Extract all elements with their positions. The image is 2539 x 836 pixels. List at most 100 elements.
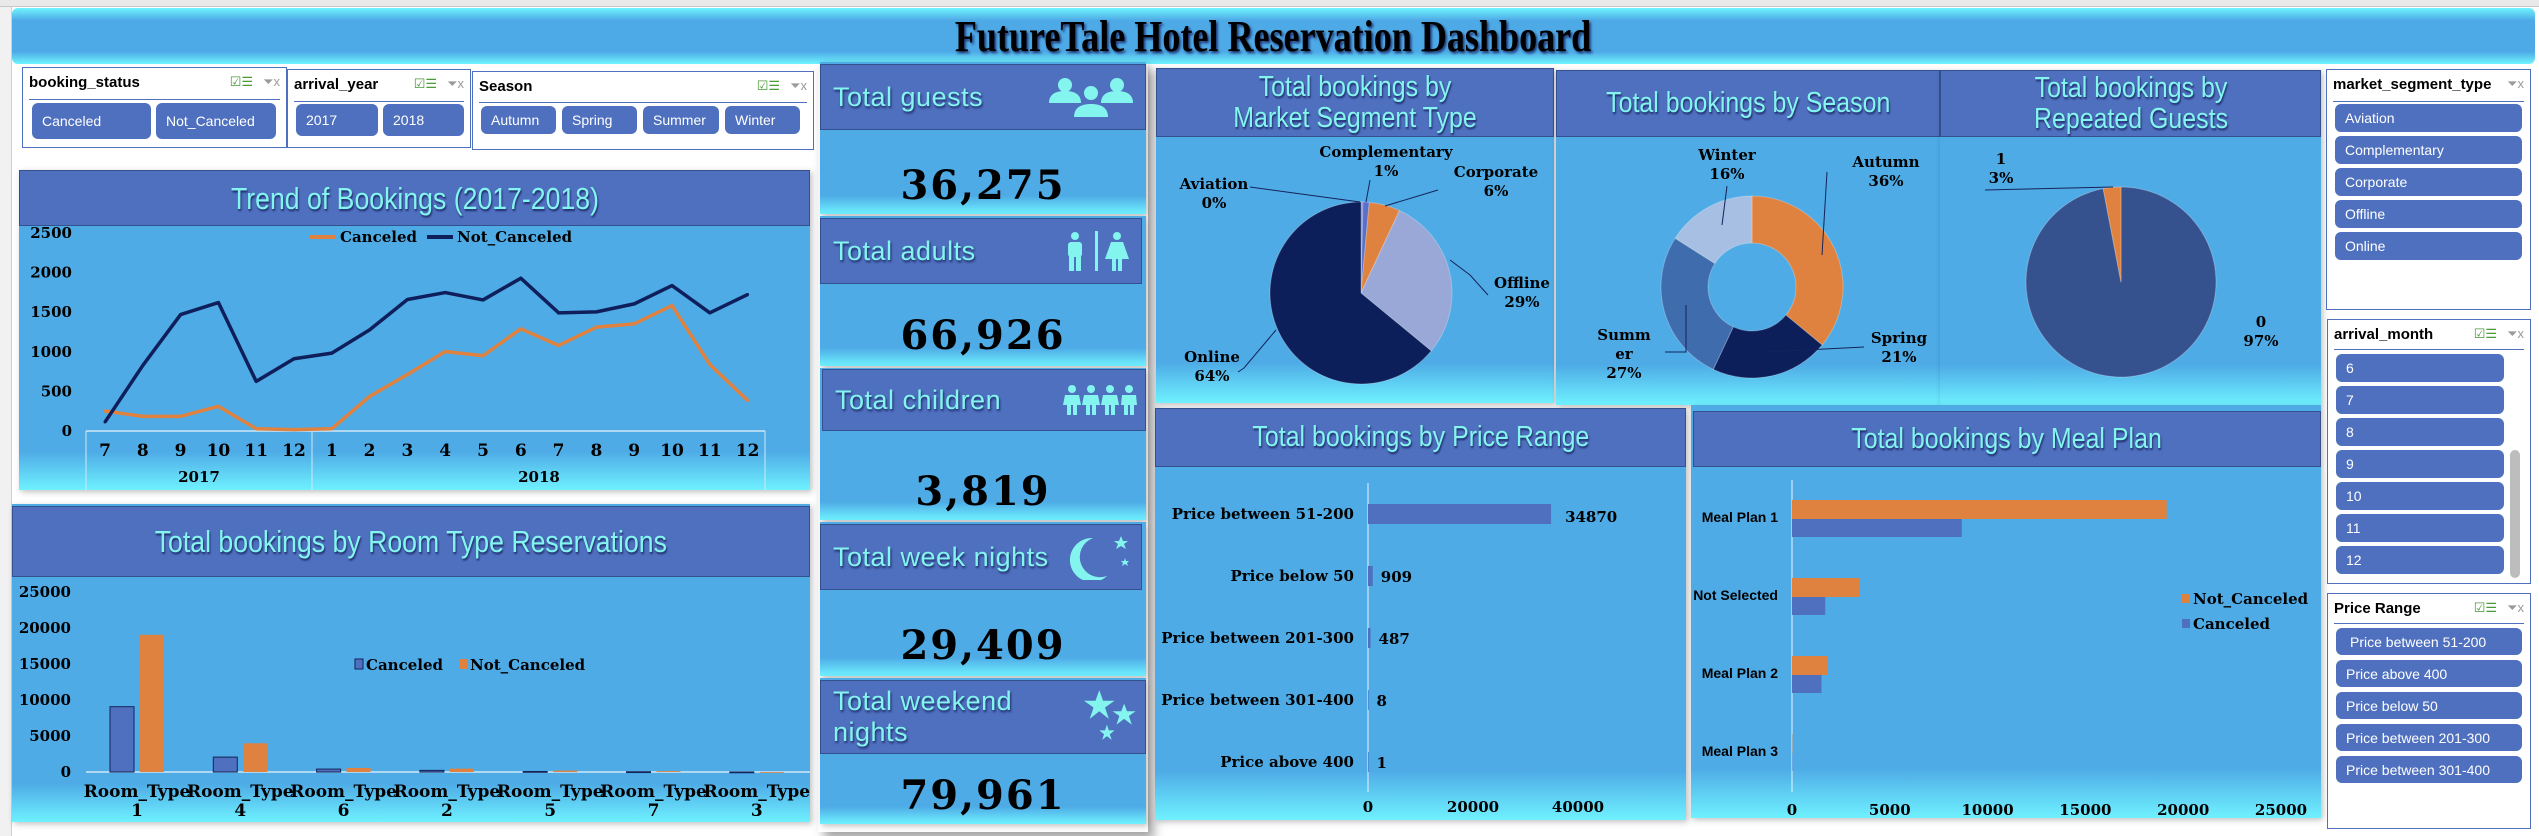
x-tick-label: 5: [477, 441, 489, 461]
y-tick-label: Price above 400: [1220, 753, 1354, 771]
y-tick-label: 500: [41, 382, 72, 400]
slicer-item-summer[interactable]: Summer: [643, 106, 719, 134]
slicer-item-price-51-200[interactable]: Price between 51-200: [2336, 628, 2522, 655]
y-tick-label: Meal Plan 3: [1702, 743, 1778, 759]
slicer-item-complementary[interactable]: Complementary: [2335, 136, 2522, 164]
x-tick-label: Room_Type: [497, 782, 604, 802]
pie-slice-aviation: [1360, 201, 1364, 294]
clear-filter-icon[interactable]: ⏷x: [2507, 600, 2524, 615]
y-tick-label: 15000: [19, 655, 71, 673]
data-point: [405, 298, 409, 302]
x-group-label: 2018: [518, 468, 560, 486]
multi-select-icon[interactable]: ☑☰: [2473, 600, 2498, 615]
slicer-item-month-10[interactable]: 10: [2336, 482, 2504, 510]
data-point: [670, 304, 674, 308]
pie-label-percent: 97%: [2243, 332, 2278, 350]
multi-select-icon[interactable]: ☑☰: [756, 78, 781, 93]
x-tick-label: 10: [207, 441, 231, 461]
legend-label: Canceled: [366, 656, 443, 674]
slicer-item-month-7[interactable]: 7: [2336, 386, 2504, 414]
bar-canceled: [1792, 519, 1962, 537]
slicer-item-corporate[interactable]: Corporate: [2335, 168, 2522, 196]
kpi-card-total-adults: Total adults 66,926: [820, 216, 1146, 366]
slicer-item-month-11[interactable]: 11: [2336, 514, 2504, 542]
data-point: [216, 404, 220, 408]
market-segment-chart-title: Total bookings by Market Segment Type: [1233, 70, 1477, 134]
y-tick-label: Price below 50: [1230, 567, 1354, 585]
multi-select-icon[interactable]: ☑☰: [229, 74, 254, 89]
y-tick-label: Price between 301-400: [1161, 691, 1354, 709]
slicer-item-2017[interactable]: 2017: [296, 104, 378, 136]
slicer-item-aviation[interactable]: Aviation: [2335, 104, 2522, 132]
data-point: [443, 291, 447, 295]
slicer-item-spring[interactable]: Spring: [562, 106, 637, 134]
data-point: [292, 357, 296, 361]
slicer-item-price-301-400[interactable]: Price between 301-400: [2336, 756, 2522, 783]
y-tick-label: Meal Plan 1: [1702, 509, 1778, 525]
slicer-item-price-201-300[interactable]: Price between 201-300: [2336, 724, 2522, 751]
slicer-divider: [2334, 349, 2524, 350]
slicer-item-price-below-50[interactable]: Price below 50: [2336, 692, 2522, 719]
bar-canceled: [316, 768, 342, 773]
clear-filter-icon[interactable]: ⏷x: [2507, 326, 2524, 341]
x-tick-label: 3: [401, 441, 413, 461]
pie-label-name: Complementary: [1319, 143, 1453, 161]
kpi-card-total-week-nights: Total week nights 29,409: [820, 522, 1146, 676]
slicer-arrival-year: arrival_year ☑☰ ⏷x 2017 2018: [287, 69, 471, 148]
slicer-item-month-6[interactable]: 6: [2336, 354, 2504, 382]
clear-filter-icon[interactable]: ⏷x: [2507, 76, 2524, 91]
data-point: [216, 301, 220, 305]
legend-label: Canceled: [340, 228, 417, 246]
repeated-guests-chart-header: Total bookings by Repeated Guests: [1940, 70, 2321, 137]
x-tick-label: Room_Type: [394, 782, 501, 802]
multi-select-icon[interactable]: ☑☰: [413, 76, 438, 91]
y-tick-label: 20000: [19, 619, 71, 637]
slicer-item-month-12[interactable]: 12: [2336, 546, 2504, 574]
slicer-item-offline[interactable]: Offline: [2335, 200, 2522, 228]
kpi-header: Total week nights: [820, 524, 1142, 590]
x-tick-label: 11: [244, 441, 268, 461]
data-point: [670, 284, 674, 288]
slicer-title: Season: [479, 78, 533, 95]
dashboard-title-banner: FutureTale Hotel Reservation Dashboard: [12, 8, 2535, 64]
children-icon: [1063, 385, 1137, 415]
slicer-item-2018[interactable]: 2018: [383, 104, 464, 136]
slicer-item-online[interactable]: Online: [2335, 232, 2522, 260]
leader-line: [1665, 305, 1687, 353]
x-tick-label: 2: [364, 441, 376, 461]
slicer-item-month-9[interactable]: 9: [2336, 450, 2504, 478]
multi-select-icon[interactable]: ☑☰: [2473, 326, 2498, 341]
data-point: [330, 427, 334, 431]
clear-filter-icon[interactable]: ⏷x: [263, 74, 280, 89]
slicer-item-canceled[interactable]: Canceled: [32, 103, 151, 139]
x-tick-label: 40000: [1552, 798, 1604, 816]
kpi-value: 3,819: [915, 468, 1051, 515]
bar-canceled: [1792, 675, 1822, 693]
bar-canceled: [729, 771, 755, 774]
data-label: 909: [1381, 568, 1412, 586]
season-chart-header: Total bookings by Season: [1556, 70, 1940, 137]
slicer-item-not-canceled[interactable]: Not_Canceled: [156, 103, 276, 139]
pie-label-name: Winter: [1697, 146, 1757, 164]
meal-plan-chart-title: Total bookings by Meal Plan: [1851, 422, 2163, 455]
x-tick-label: 0: [1787, 801, 1797, 819]
kpi-label: Total adults: [833, 235, 976, 266]
pie-label-name: Online: [1184, 348, 1240, 366]
data-point: [557, 343, 561, 347]
slicer-title: arrival_year: [294, 76, 379, 93]
y-tick-label: Price between 51-200: [1172, 505, 1354, 523]
x-tick-label: 7: [648, 801, 660, 821]
clear-filter-icon[interactable]: ⏷x: [790, 78, 807, 93]
slicer-item-winter[interactable]: Winter: [725, 106, 800, 134]
slicer-item-month-8[interactable]: 8: [2336, 418, 2504, 446]
x-tick-label: 11: [698, 441, 722, 461]
slicer-scrollbar[interactable]: [2510, 450, 2520, 578]
x-tick-label: 3: [751, 801, 763, 821]
x-tick-label: 7: [99, 441, 111, 461]
clear-filter-icon[interactable]: ⏷x: [447, 76, 464, 91]
kpi-label: Total guests: [833, 81, 984, 112]
y-tick-label: 2000: [30, 264, 72, 282]
pie-slice-autumn: [1751, 195, 1844, 346]
slicer-item-autumn[interactable]: Autumn: [481, 106, 556, 134]
slicer-item-price-above-400[interactable]: Price above 400: [2336, 660, 2522, 687]
